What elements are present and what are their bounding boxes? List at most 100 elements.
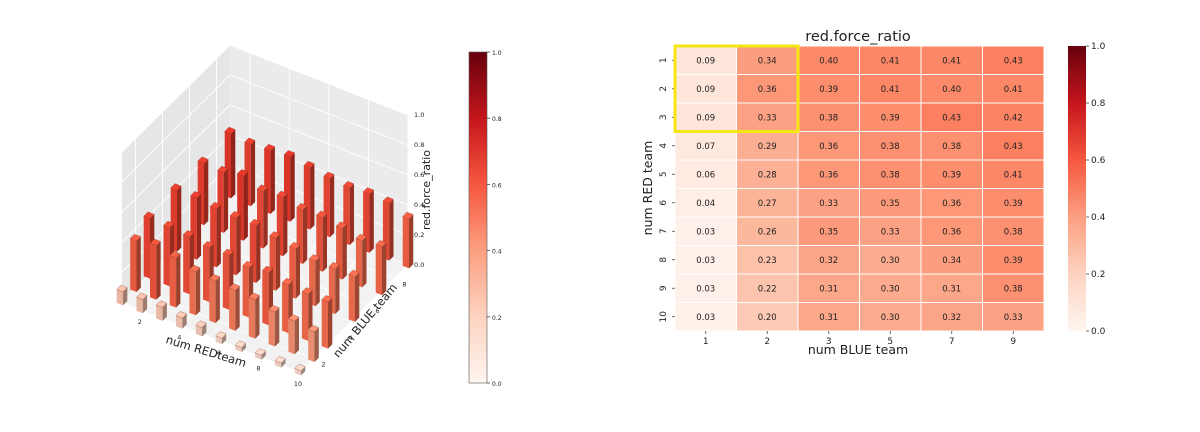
x-tick-label: 8 (256, 364, 260, 372)
bar (170, 183, 182, 252)
bar-face-side (355, 272, 360, 322)
bar-face-side (256, 221, 261, 283)
bar-face-top (182, 230, 195, 238)
heatmap-ticks: 1 2 3 5 7 9 1 2 3 4 5 6 7 8 9 10 (659, 57, 1016, 347)
bar-face-front (169, 255, 177, 308)
heatmap-cell (797, 216, 860, 246)
colorbar-right: 0.0 0.2 0.4 0.6 0.8 1.0 (1068, 42, 1106, 337)
bar-face-top (248, 292, 260, 300)
bar-face-front (203, 245, 210, 302)
colorbar-tick-label: 0.4 (492, 249, 502, 256)
heatmap-cell (920, 102, 983, 132)
bar-face-side (221, 334, 227, 345)
bar-face-side (261, 351, 266, 360)
heatmap-cell (859, 188, 922, 218)
bar-face-top (155, 300, 168, 308)
bar-face-top (217, 165, 229, 174)
y-tick-label: 6 (375, 307, 379, 315)
grid-line (121, 104, 231, 213)
bar-face-front (242, 265, 249, 318)
heatmap-cell-label: 0.31 (819, 313, 838, 323)
y-tick-label: 5 (659, 171, 669, 177)
grid-line (229, 134, 409, 206)
bar (235, 340, 247, 353)
bar-face-top (149, 238, 161, 246)
heatmap-cell (920, 159, 983, 189)
bar-face-side (215, 276, 220, 324)
bar-face-top (189, 264, 201, 272)
bar-face-front (375, 244, 382, 296)
grid-line (229, 44, 409, 116)
bar (116, 284, 128, 306)
bar-face-front (294, 368, 301, 376)
heatmap-cell (982, 302, 1045, 332)
heatmap-cell-label: 0.41 (942, 56, 961, 66)
colorbar-tick-label: 1.0 (1091, 42, 1106, 52)
heatmap-cell (920, 45, 983, 75)
bar-face-side (156, 241, 161, 300)
grid-line (229, 164, 409, 236)
heatmap-cell-label: 0.03 (696, 256, 715, 266)
bar-face-side (263, 187, 268, 249)
heatmap-cell-label: 0.30 (881, 256, 900, 266)
bar (248, 292, 260, 339)
bar-face-side (142, 295, 148, 314)
heatmap-cell-label: 0.38 (1004, 227, 1023, 237)
bar-face-top (294, 363, 306, 372)
bar-face-side (182, 313, 187, 329)
x-tick-label: 4 (177, 333, 181, 341)
bar-face-side (196, 193, 202, 260)
heatmap-cell-label: 0.40 (942, 85, 961, 95)
bar-face-side (290, 152, 295, 222)
bar (215, 331, 227, 345)
bar-face-top (136, 292, 148, 300)
heatmap-cell (982, 188, 1045, 218)
heatmap-cell (736, 188, 799, 218)
grid-line (229, 74, 409, 146)
bar (195, 320, 207, 337)
bar-face-front (150, 243, 157, 300)
heatmap-cell (797, 102, 860, 132)
heatmap-cell-label: 0.32 (819, 256, 838, 266)
chart-title: red.force_ratio (805, 29, 911, 45)
heatmap-cell (797, 302, 860, 332)
bar-face-front (222, 253, 230, 310)
bar-face-front (321, 299, 328, 349)
z-tick-label: 0.6 (414, 171, 424, 179)
bar (155, 300, 168, 321)
bar-face-side (241, 343, 246, 353)
heatmap-cell-label: 0.41 (881, 85, 900, 95)
bar-face-top (296, 203, 308, 211)
bar-face-front (136, 297, 143, 314)
heatmap-cell (674, 216, 737, 246)
bar-face-top (263, 144, 276, 152)
bar-face-top (229, 211, 241, 219)
bar-face-side (310, 163, 315, 230)
bar-face-side (274, 307, 280, 347)
bar-face-front (248, 297, 256, 339)
bar-face-side (281, 358, 286, 368)
bar-face-top (169, 251, 181, 259)
bar-face-top (244, 137, 256, 145)
bar-face-side (369, 190, 374, 253)
x-tick-label: 9 (1010, 337, 1016, 347)
bar (189, 264, 201, 316)
bar (129, 234, 142, 292)
bar-face-side (236, 213, 241, 276)
bar-face-front (348, 274, 355, 322)
z-tick-label: 0.2 (414, 231, 424, 239)
bar (249, 219, 261, 283)
bar-face-top (335, 221, 348, 229)
bar-face-top (235, 340, 247, 348)
heatmap-cell (920, 216, 983, 246)
x-tick-label: 2 (764, 337, 770, 347)
bar-face-front (262, 270, 269, 326)
bar-face-top (197, 156, 209, 164)
bar-face-front (229, 287, 236, 331)
bar (402, 211, 414, 269)
heatmap-cell-label: 0.34 (758, 56, 777, 66)
bar (307, 325, 320, 362)
bar-face-front (130, 238, 137, 292)
heatmap-cell-label: 0.22 (758, 284, 777, 294)
bar (228, 283, 240, 331)
